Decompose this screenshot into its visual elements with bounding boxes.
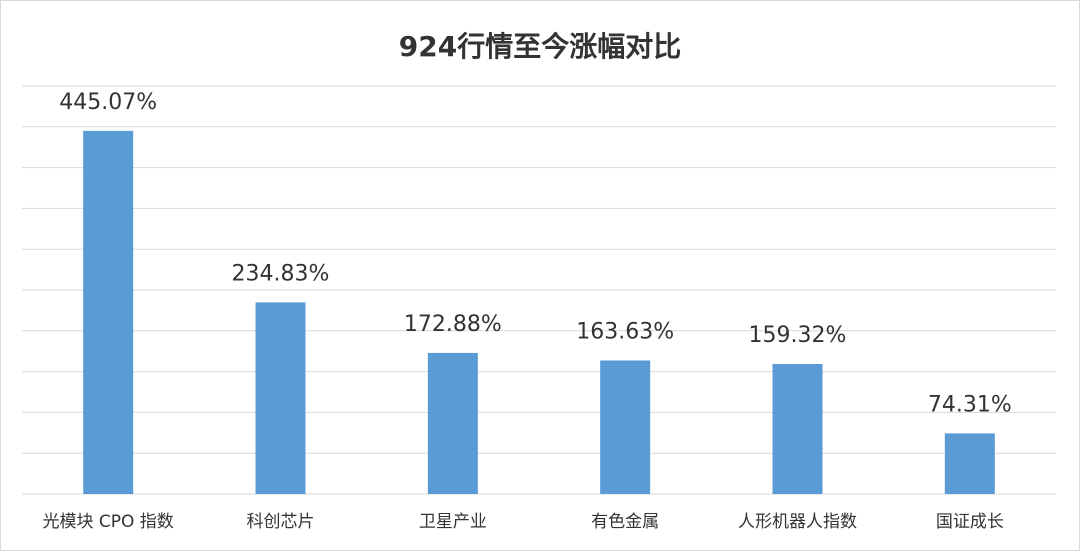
bar [944,433,995,494]
bar [255,302,306,494]
data-label: 74.31% [928,392,1012,417]
bar [83,130,134,494]
data-label: 159.32% [749,323,847,348]
bar [772,363,823,494]
bar [427,352,478,494]
data-label: 172.88% [404,312,502,337]
data-label: 445.07% [59,90,157,115]
x-tick-label: 光模块 CPO 指数 [43,512,174,532]
x-tick-label: 卫星产业 [419,512,487,532]
x-tick-label: 有色金属 [591,512,659,532]
data-label: 234.83% [232,261,330,286]
x-tick-label: 国证成长 [936,512,1004,532]
bar [600,360,651,494]
x-tick-label: 人形机器人指数 [738,512,857,532]
chart-title: 924行情至今涨幅对比 [399,30,681,63]
data-label: 163.63% [576,319,674,344]
x-tick-label: 科创芯片 [247,512,315,532]
